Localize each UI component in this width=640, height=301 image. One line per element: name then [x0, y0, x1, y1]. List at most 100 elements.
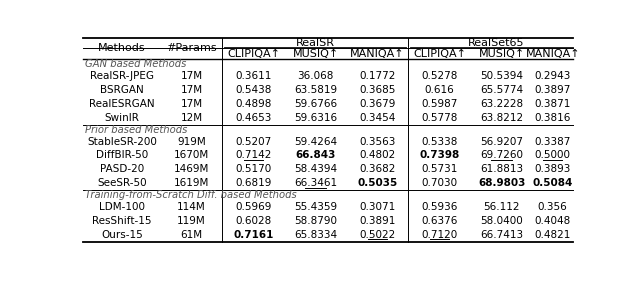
Text: Training-from-Scratch Diff. based Methods: Training-from-Scratch Diff. based Method…	[84, 190, 296, 200]
Text: 0.6028: 0.6028	[236, 216, 272, 226]
Text: 1670M: 1670M	[174, 150, 209, 160]
Text: 0.3897: 0.3897	[534, 85, 571, 95]
Text: 0.4898: 0.4898	[236, 99, 272, 109]
Text: 56.112: 56.112	[483, 202, 520, 212]
Text: 0.5338: 0.5338	[421, 137, 458, 147]
Text: 36.068: 36.068	[298, 71, 334, 81]
Text: 65.5774: 65.5774	[480, 85, 523, 95]
Text: 0.4048: 0.4048	[534, 216, 571, 226]
Text: 0.3454: 0.3454	[360, 113, 396, 123]
Text: MUSIQ↑: MUSIQ↑	[479, 49, 525, 59]
Text: 63.2228: 63.2228	[480, 99, 523, 109]
Text: 56.9207: 56.9207	[480, 137, 523, 147]
Text: 0.3611: 0.3611	[236, 71, 272, 81]
Text: 114M: 114M	[177, 202, 206, 212]
Text: 0.7120: 0.7120	[422, 230, 458, 240]
Text: GAN based Methods: GAN based Methods	[84, 59, 186, 69]
Text: Methods: Methods	[98, 43, 146, 54]
Text: 0.5035: 0.5035	[358, 178, 397, 188]
Text: 0.3891: 0.3891	[360, 216, 396, 226]
Text: 0.3893: 0.3893	[534, 164, 571, 174]
Text: 0.3816: 0.3816	[534, 113, 571, 123]
Text: 0.7030: 0.7030	[422, 178, 458, 188]
Text: RealESRGAN: RealESRGAN	[89, 99, 155, 109]
Text: 0.3563: 0.3563	[360, 137, 396, 147]
Text: 0.356: 0.356	[538, 202, 568, 212]
Text: 0.3871: 0.3871	[534, 99, 571, 109]
Text: 0.7142: 0.7142	[236, 150, 272, 160]
Text: 69.7260: 69.7260	[480, 150, 523, 160]
Text: 0.2943: 0.2943	[534, 71, 571, 81]
Text: 0.5022: 0.5022	[360, 230, 396, 240]
Text: 17M: 17M	[180, 99, 203, 109]
Text: 0.5778: 0.5778	[421, 113, 458, 123]
Text: 919M: 919M	[177, 137, 206, 147]
Text: 63.5819: 63.5819	[294, 85, 337, 95]
Text: 0.4653: 0.4653	[236, 113, 272, 123]
Text: SeeSR-50: SeeSR-50	[97, 178, 147, 188]
Text: BSRGAN: BSRGAN	[100, 85, 144, 95]
Text: 0.5969: 0.5969	[236, 202, 272, 212]
Text: 0.3682: 0.3682	[360, 164, 396, 174]
Text: 59.6766: 59.6766	[294, 99, 337, 109]
Text: RealSR: RealSR	[296, 38, 335, 48]
Text: 0.5438: 0.5438	[236, 85, 272, 95]
Text: 0.5278: 0.5278	[421, 71, 458, 81]
Text: 0.5084: 0.5084	[532, 178, 573, 188]
Text: 0.5207: 0.5207	[236, 137, 272, 147]
Text: 59.6316: 59.6316	[294, 113, 337, 123]
Text: 0.4802: 0.4802	[360, 150, 396, 160]
Text: ResShift-15: ResShift-15	[92, 216, 152, 226]
Text: 0.3685: 0.3685	[360, 85, 396, 95]
Text: MUSIQ↑: MUSIQ↑	[292, 49, 339, 59]
Text: 59.4264: 59.4264	[294, 137, 337, 147]
Text: 0.3071: 0.3071	[360, 202, 396, 212]
Text: 12M: 12M	[180, 113, 203, 123]
Text: 0.1772: 0.1772	[360, 71, 396, 81]
Text: 0.7161: 0.7161	[234, 230, 274, 240]
Text: 58.4394: 58.4394	[294, 164, 337, 174]
Text: 65.8334: 65.8334	[294, 230, 337, 240]
Text: 119M: 119M	[177, 216, 206, 226]
Text: 66.7413: 66.7413	[480, 230, 523, 240]
Text: MANIQA↑: MANIQA↑	[525, 49, 580, 59]
Text: MANIQA↑: MANIQA↑	[350, 49, 405, 59]
Text: 66.3461: 66.3461	[294, 178, 337, 188]
Text: 0.5170: 0.5170	[236, 164, 272, 174]
Text: StableSR-200: StableSR-200	[87, 137, 157, 147]
Text: CLIPIQA↑: CLIPIQA↑	[227, 49, 280, 59]
Text: 66.843: 66.843	[296, 150, 336, 160]
Text: DiffBIR-50: DiffBIR-50	[96, 150, 148, 160]
Text: 50.5394: 50.5394	[480, 71, 523, 81]
Text: 17M: 17M	[180, 71, 203, 81]
Text: SwinIR: SwinIR	[104, 113, 140, 123]
Text: 0.4821: 0.4821	[534, 230, 571, 240]
Text: 0.6376: 0.6376	[421, 216, 458, 226]
Text: 0.5987: 0.5987	[421, 99, 458, 109]
Text: RealSR-JPEG: RealSR-JPEG	[90, 71, 154, 81]
Text: 58.8790: 58.8790	[294, 216, 337, 226]
Text: 55.4359: 55.4359	[294, 202, 337, 212]
Text: 0.5936: 0.5936	[421, 202, 458, 212]
Text: Ours-15: Ours-15	[101, 230, 143, 240]
Text: 61.8813: 61.8813	[480, 164, 523, 174]
Text: Prior based Methods: Prior based Methods	[84, 125, 187, 135]
Text: 61M: 61M	[180, 230, 203, 240]
Text: 1469M: 1469M	[174, 164, 209, 174]
Text: 0.7398: 0.7398	[419, 150, 460, 160]
Text: 58.0400: 58.0400	[480, 216, 523, 226]
Text: CLIPIQA↑: CLIPIQA↑	[413, 49, 466, 59]
Text: PASD-20: PASD-20	[100, 164, 144, 174]
Text: LDM-100: LDM-100	[99, 202, 145, 212]
Text: 0.616: 0.616	[425, 85, 454, 95]
Text: 63.8212: 63.8212	[480, 113, 523, 123]
Text: 68.9803: 68.9803	[478, 178, 525, 188]
Text: 0.5000: 0.5000	[535, 150, 571, 160]
Text: 17M: 17M	[180, 85, 203, 95]
Text: 0.3387: 0.3387	[534, 137, 571, 147]
Text: 0.3679: 0.3679	[360, 99, 396, 109]
Text: RealSet65: RealSet65	[468, 38, 524, 48]
Text: 0.5731: 0.5731	[421, 164, 458, 174]
Text: #Params: #Params	[166, 43, 217, 54]
Text: 0.6819: 0.6819	[236, 178, 272, 188]
